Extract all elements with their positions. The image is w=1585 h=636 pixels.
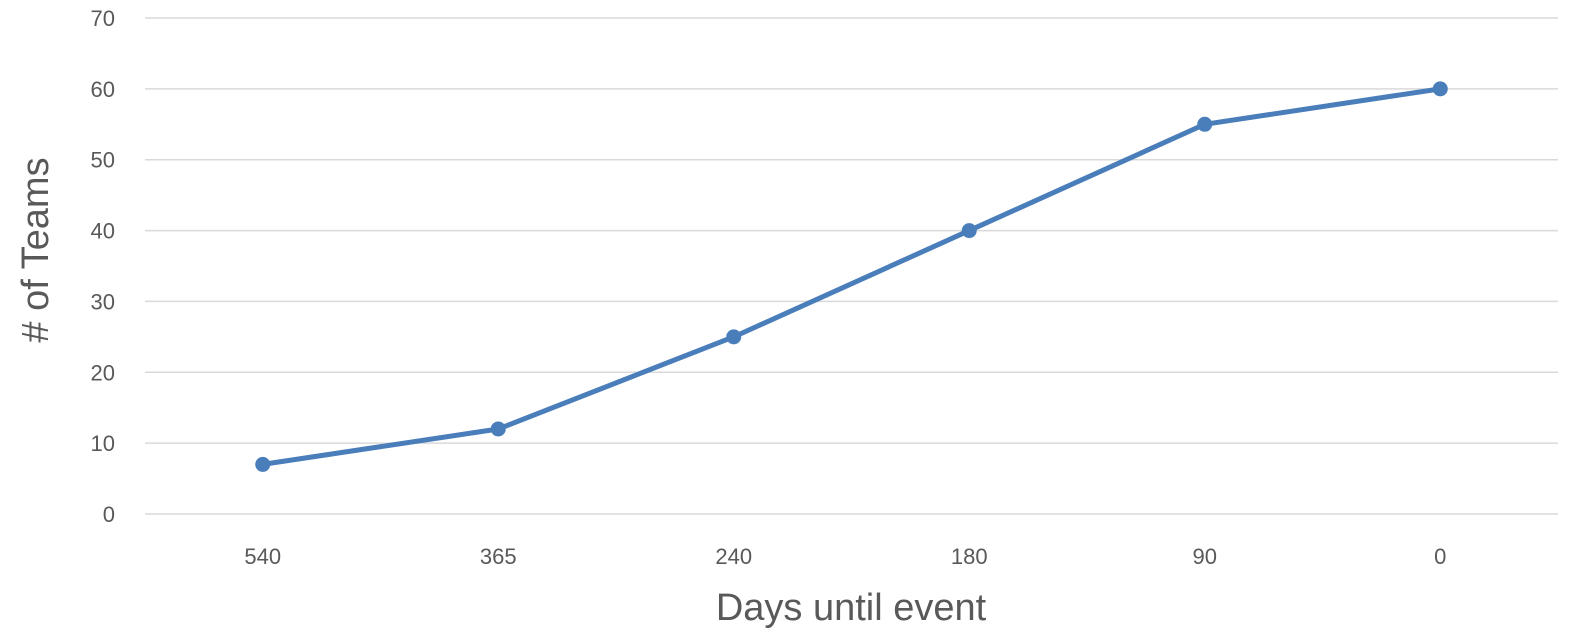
y-tick-label: 70 <box>91 6 115 31</box>
data-point <box>1432 81 1448 97</box>
y-axis-title: # of Teams <box>15 157 57 342</box>
x-tick-label: 240 <box>715 544 752 569</box>
gridlines <box>145 17 1558 515</box>
x-tick-label: 90 <box>1193 544 1217 569</box>
y-axis-tick-labels: 0 10 20 30 40 50 60 70 <box>91 6 115 527</box>
series-line <box>260 86 1443 467</box>
y-tick-label: 40 <box>91 219 115 244</box>
x-axis-tick-labels: 540 365 240 180 90 0 <box>244 544 1446 569</box>
series-layer <box>255 81 1448 472</box>
x-tick-label: 0 <box>1434 544 1446 569</box>
x-axis-title: Days until event <box>716 587 987 629</box>
data-point <box>1197 116 1213 132</box>
y-tick-label: 30 <box>91 289 115 314</box>
x-tick-label: 180 <box>951 544 988 569</box>
y-tick-label: 20 <box>91 360 115 385</box>
data-point <box>490 421 506 437</box>
x-tick-label: 365 <box>480 544 517 569</box>
y-tick-label: 0 <box>103 502 115 527</box>
y-tick-label: 50 <box>91 148 115 173</box>
data-point <box>726 329 742 345</box>
y-tick-label: 60 <box>91 77 115 102</box>
data-point <box>961 223 977 239</box>
y-tick-label: 10 <box>91 431 115 456</box>
x-tick-label: 540 <box>244 544 281 569</box>
data-point <box>255 456 271 472</box>
